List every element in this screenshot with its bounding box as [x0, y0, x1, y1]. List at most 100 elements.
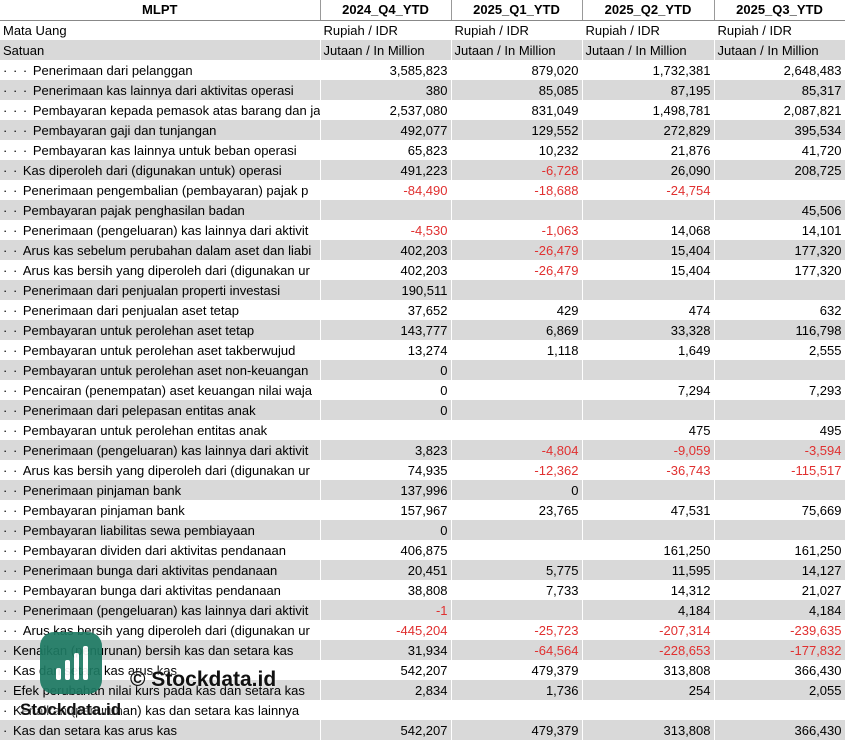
value-cell: Jutaan / In Million: [582, 40, 715, 60]
table-row: · · Pembayaran untuk perolehan entitas a…: [0, 420, 845, 440]
table-row: · · Pembayaran bunga dari aktivitas pend…: [0, 580, 845, 600]
indent-dots: · ·: [3, 222, 23, 238]
value-cell: 0: [320, 380, 452, 400]
value-cell: [451, 700, 583, 720]
value-cell: 1,649: [582, 340, 715, 360]
indent-dots: · ·: [3, 402, 23, 418]
value-cell: Jutaan / In Million: [451, 40, 583, 60]
table-row: · · Penerimaan dari penjualan properti i…: [0, 280, 845, 300]
indent-dots: · ·: [3, 242, 23, 258]
row-label: · · Penerimaan pinjaman bank: [0, 480, 321, 500]
row-label: · · Arus kas bersih yang diperoleh dari …: [0, 620, 321, 640]
value-cell: 47,531: [582, 500, 715, 520]
table-row: · · Penerimaan (pengeluaran) kas lainnya…: [0, 440, 845, 460]
value-cell: [582, 200, 715, 220]
indent-dots: ·: [3, 642, 13, 658]
value-cell: 161,250: [582, 540, 715, 560]
value-cell: 11,595: [582, 560, 715, 580]
indent-dots: · ·: [3, 622, 23, 638]
value-cell: -24,754: [582, 180, 715, 200]
value-cell: -26,479: [451, 240, 583, 260]
table-row: · · Penerimaan (pengeluaran) kas lainnya…: [0, 600, 845, 620]
value-cell: 2,648,483: [714, 60, 845, 80]
value-cell: [582, 480, 715, 500]
value-cell: -4,530: [320, 220, 452, 240]
value-cell: 85,085: [451, 80, 583, 100]
value-cell: Rupiah / IDR: [451, 20, 583, 40]
row-label-text: Penerimaan (pengeluaran) kas lainnya dar…: [22, 442, 309, 458]
value-cell: 366,430: [714, 660, 845, 680]
row-label-text: Kas diperoleh dari (digunakan untuk) ope…: [22, 162, 282, 178]
table-row: · · Arus kas bersih yang diperoleh dari …: [0, 620, 845, 640]
table-row: · · Arus kas bersih yang diperoleh dari …: [0, 260, 845, 280]
row-label-text: Penerimaan bunga dari aktivitas pendanaa…: [22, 562, 278, 578]
value-cell: Rupiah / IDR: [714, 20, 845, 40]
value-cell: [582, 400, 715, 420]
row-label-text: Penerimaan pinjaman bank: [22, 482, 182, 498]
value-cell: 14,127: [714, 560, 845, 580]
row-label-text: Pembayaran untuk perolehan aset non-keua…: [22, 362, 309, 378]
value-cell: 14,101: [714, 220, 845, 240]
value-cell: 161,250: [714, 540, 845, 560]
indent-dots: · ·: [3, 522, 23, 538]
row-label: · · Penerimaan pengembalian (pembayaran)…: [0, 180, 321, 200]
value-cell: 879,020: [451, 60, 583, 80]
table-row: · · Pembayaran untuk perolehan aset teta…: [0, 320, 845, 340]
value-cell: 831,049: [451, 100, 583, 120]
value-cell: [714, 180, 845, 200]
row-label-text: Efek perubahan nilai kurs pada kas dan s…: [12, 682, 305, 698]
row-label-text: Pembayaran kas lainnya untuk beban opera…: [32, 142, 297, 158]
table-row: · Kenaikan (penurunan) kas dan setara ka…: [0, 700, 845, 720]
indent-dots: · ·: [3, 562, 23, 578]
indent-dots: ·: [3, 662, 13, 678]
value-cell: 366,430: [714, 720, 845, 740]
row-label: · · Penerimaan (pengeluaran) kas lainnya…: [0, 440, 321, 460]
row-label-text: Penerimaan dari penjualan aset tetap: [22, 302, 239, 318]
value-cell: [451, 520, 583, 540]
row-label-text: Penerimaan dari pelanggan: [32, 62, 193, 78]
value-cell: 143,777: [320, 320, 452, 340]
indent-dots: · ·: [3, 462, 23, 478]
value-cell: 26,090: [582, 160, 715, 180]
value-cell: -3,594: [714, 440, 845, 460]
row-label-text: Satuan: [3, 42, 45, 58]
value-cell: 1,118: [451, 340, 583, 360]
value-cell: 0: [320, 360, 452, 380]
row-label: · · Penerimaan dari penjualan aset tetap: [0, 300, 321, 320]
row-label: · · Pembayaran pinjaman bank: [0, 500, 321, 520]
row-label: · · Pembayaran bunga dari aktivitas pend…: [0, 580, 321, 600]
value-cell: 492,077: [320, 120, 452, 140]
table-row: · · Pencairan (penempatan) aset keuangan…: [0, 380, 845, 400]
value-cell: [582, 280, 715, 300]
value-cell: 38,808: [320, 580, 452, 600]
indent-dots: · ·: [3, 202, 23, 218]
value-cell: 208,725: [714, 160, 845, 180]
value-cell: 177,320: [714, 260, 845, 280]
row-label: · Kas dan setara kas arus kas: [0, 720, 321, 740]
row-label: · Kenaikan (penurunan) kas dan setara ka…: [0, 700, 321, 720]
value-cell: 1,732,381: [582, 60, 715, 80]
row-label: · · Pembayaran untuk perolehan aset non-…: [0, 360, 321, 380]
row-label-text: Pembayaran bunga dari aktivitas pendanaa…: [22, 582, 281, 598]
indent-dots: · ·: [3, 542, 23, 558]
value-cell: [582, 700, 715, 720]
value-cell: Rupiah / IDR: [320, 20, 452, 40]
row-label-text: Pembayaran untuk perolehan entitas anak: [22, 422, 268, 438]
indent-dots: · ·: [3, 162, 23, 178]
row-label: · · Arus kas bersih yang diperoleh dari …: [0, 260, 321, 280]
value-cell: [320, 200, 452, 220]
period-header: 2025_Q2_YTD: [582, 0, 715, 21]
table-row: · · · Penerimaan kas lainnya dari aktivi…: [0, 80, 845, 100]
value-cell: 313,808: [582, 720, 715, 740]
period-header: 2025_Q1_YTD: [451, 0, 583, 21]
row-label: · · Pembayaran untuk perolehan aset takb…: [0, 340, 321, 360]
value-cell: -12,362: [451, 460, 583, 480]
table-row: · · Arus kas bersih yang diperoleh dari …: [0, 460, 845, 480]
indent-dots: · · ·: [3, 82, 33, 98]
row-label-text: Penerimaan (pengeluaran) kas lainnya dar…: [22, 222, 309, 238]
period-header: 2025_Q3_YTD: [714, 0, 845, 21]
indent-dots: · · ·: [3, 122, 33, 138]
row-label: · · Arus kas bersih yang diperoleh dari …: [0, 460, 321, 480]
value-cell: 7,293: [714, 380, 845, 400]
indent-dots: · · ·: [3, 62, 33, 78]
